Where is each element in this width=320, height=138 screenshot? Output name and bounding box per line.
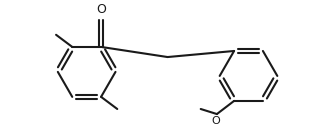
Text: O: O xyxy=(96,3,106,16)
Text: O: O xyxy=(212,116,220,126)
